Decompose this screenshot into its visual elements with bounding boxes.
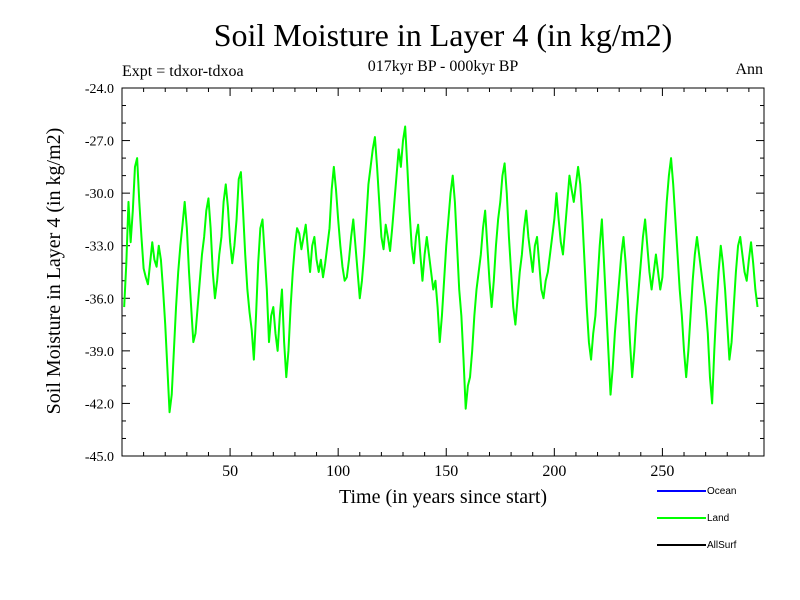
season-label: Ann	[735, 61, 763, 78]
plot-frame	[121, 87, 765, 457]
y-tick-label: -24.0	[85, 82, 114, 97]
y-axis-label: Soil Moisture in Layer 4 (in kg/m2)	[43, 128, 65, 415]
legend: Ocean Land AllSurf	[657, 486, 737, 551]
y-tick-label: -36.0	[85, 292, 114, 307]
x-tick-label: 50	[222, 463, 238, 480]
y-tick-label: -33.0	[85, 240, 114, 255]
x-tick-label: 200	[542, 463, 566, 480]
legend-label-land: Land	[707, 513, 729, 524]
chart-subtitle: 017kyr BP - 000kyr BP	[368, 58, 519, 75]
y-tick-label: -42.0	[85, 397, 114, 412]
x-tick-label: 150	[434, 463, 458, 480]
x-tick-label: 100	[326, 463, 350, 480]
axis-ticks: -45.0 -42.0 -39.0 -36.0 -33.0 -30.0 -27.0 -24.0…	[85, 82, 764, 480]
y-tick-label: -30.0	[85, 187, 114, 202]
experiment-label: Expt = tdxor-tdxoa	[122, 63, 244, 80]
y-tick-label: -27.0	[85, 135, 114, 150]
series-layer	[123, 125, 759, 414]
legend-label-ocean: Ocean	[707, 486, 736, 497]
series-line-land	[123, 125, 759, 414]
legend-label-allsurf: AllSurf	[707, 540, 737, 551]
y-tick-label: -45.0	[85, 450, 114, 465]
y-tick-label: -39.0	[85, 345, 114, 360]
chart-title: Soil Moisture in Layer 4 (in kg/m2)	[214, 17, 673, 53]
x-tick-label: 250	[650, 463, 674, 480]
x-axis-label: Time (in years since start)	[339, 486, 547, 508]
